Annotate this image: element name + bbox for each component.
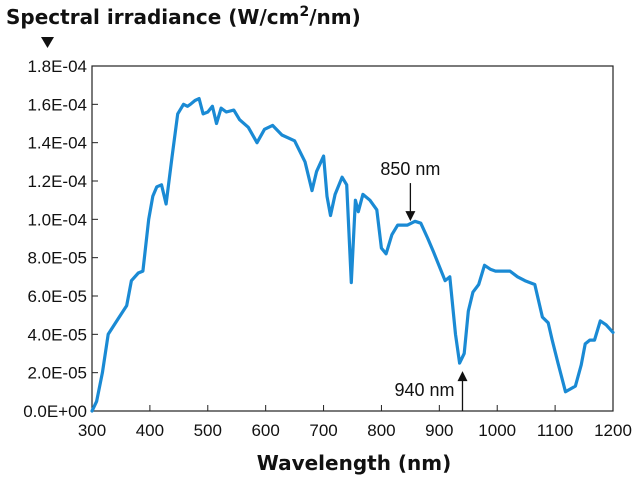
y-axis-title-tail: /nm) <box>309 5 361 29</box>
y-axis-ticks: 0.0E+00 2.0E-05 4.0E-05 6.0E-05 8.0E-05 1.0E-… <box>23 57 98 421</box>
annotation-arrow-head <box>405 211 416 222</box>
spectrum-line <box>90 96 615 413</box>
annotations: 850 nm 940 nm <box>380 159 468 411</box>
x-tick-label: 400 <box>136 421 164 440</box>
y-axis-pointer-icon <box>41 37 54 48</box>
x-tick-label: 800 <box>367 421 395 440</box>
x-tick-label: 900 <box>425 421 453 440</box>
x-tick-label: 1200 <box>594 421 632 440</box>
x-tick-label: 1100 <box>537 421 574 440</box>
x-axis-title: Wavelength (nm) <box>257 451 452 475</box>
annotation-label: 850 nm <box>380 159 440 179</box>
y-tick-label: 2.0E-05 <box>27 364 87 383</box>
x-tick-label: 700 <box>309 421 337 440</box>
x-tick-label: 1000 <box>478 421 516 440</box>
y-axis-title-superscript: 2 <box>299 4 309 20</box>
y-tick-label: 0.0E+00 <box>23 402 87 421</box>
y-tick-label: 1.6E-04 <box>27 95 87 114</box>
y-tick-label: 1.0E-04 <box>27 210 87 229</box>
annotation-arrow-head <box>457 371 468 382</box>
y-axis-title-main: Spectral irradiance (W/cm <box>6 5 299 29</box>
series-group <box>90 96 615 413</box>
x-tick-label: 300 <box>78 421 106 440</box>
plot-frame-rect <box>91 65 614 412</box>
y-tick-label: 8.0E-05 <box>27 249 87 268</box>
y-axis-title: Spectral irradiance (W/cm2/nm) <box>6 4 361 29</box>
y-tick-label: 6.0E-05 <box>27 287 87 306</box>
y-tick-label: 1.8E-04 <box>27 57 87 76</box>
x-tick-label: 500 <box>194 421 222 440</box>
y-tick-label: 4.0E-05 <box>27 325 87 344</box>
y-tick-label: 1.4E-04 <box>27 134 87 153</box>
x-axis-ticks: 300 400 500 600 700 800 900 1000 1100 1200 <box>78 405 632 440</box>
plot-frame <box>91 65 614 412</box>
y-tick-label: 1.2E-04 <box>27 172 87 191</box>
annotation-label: 940 nm <box>394 380 454 400</box>
x-tick-label: 600 <box>251 421 279 440</box>
